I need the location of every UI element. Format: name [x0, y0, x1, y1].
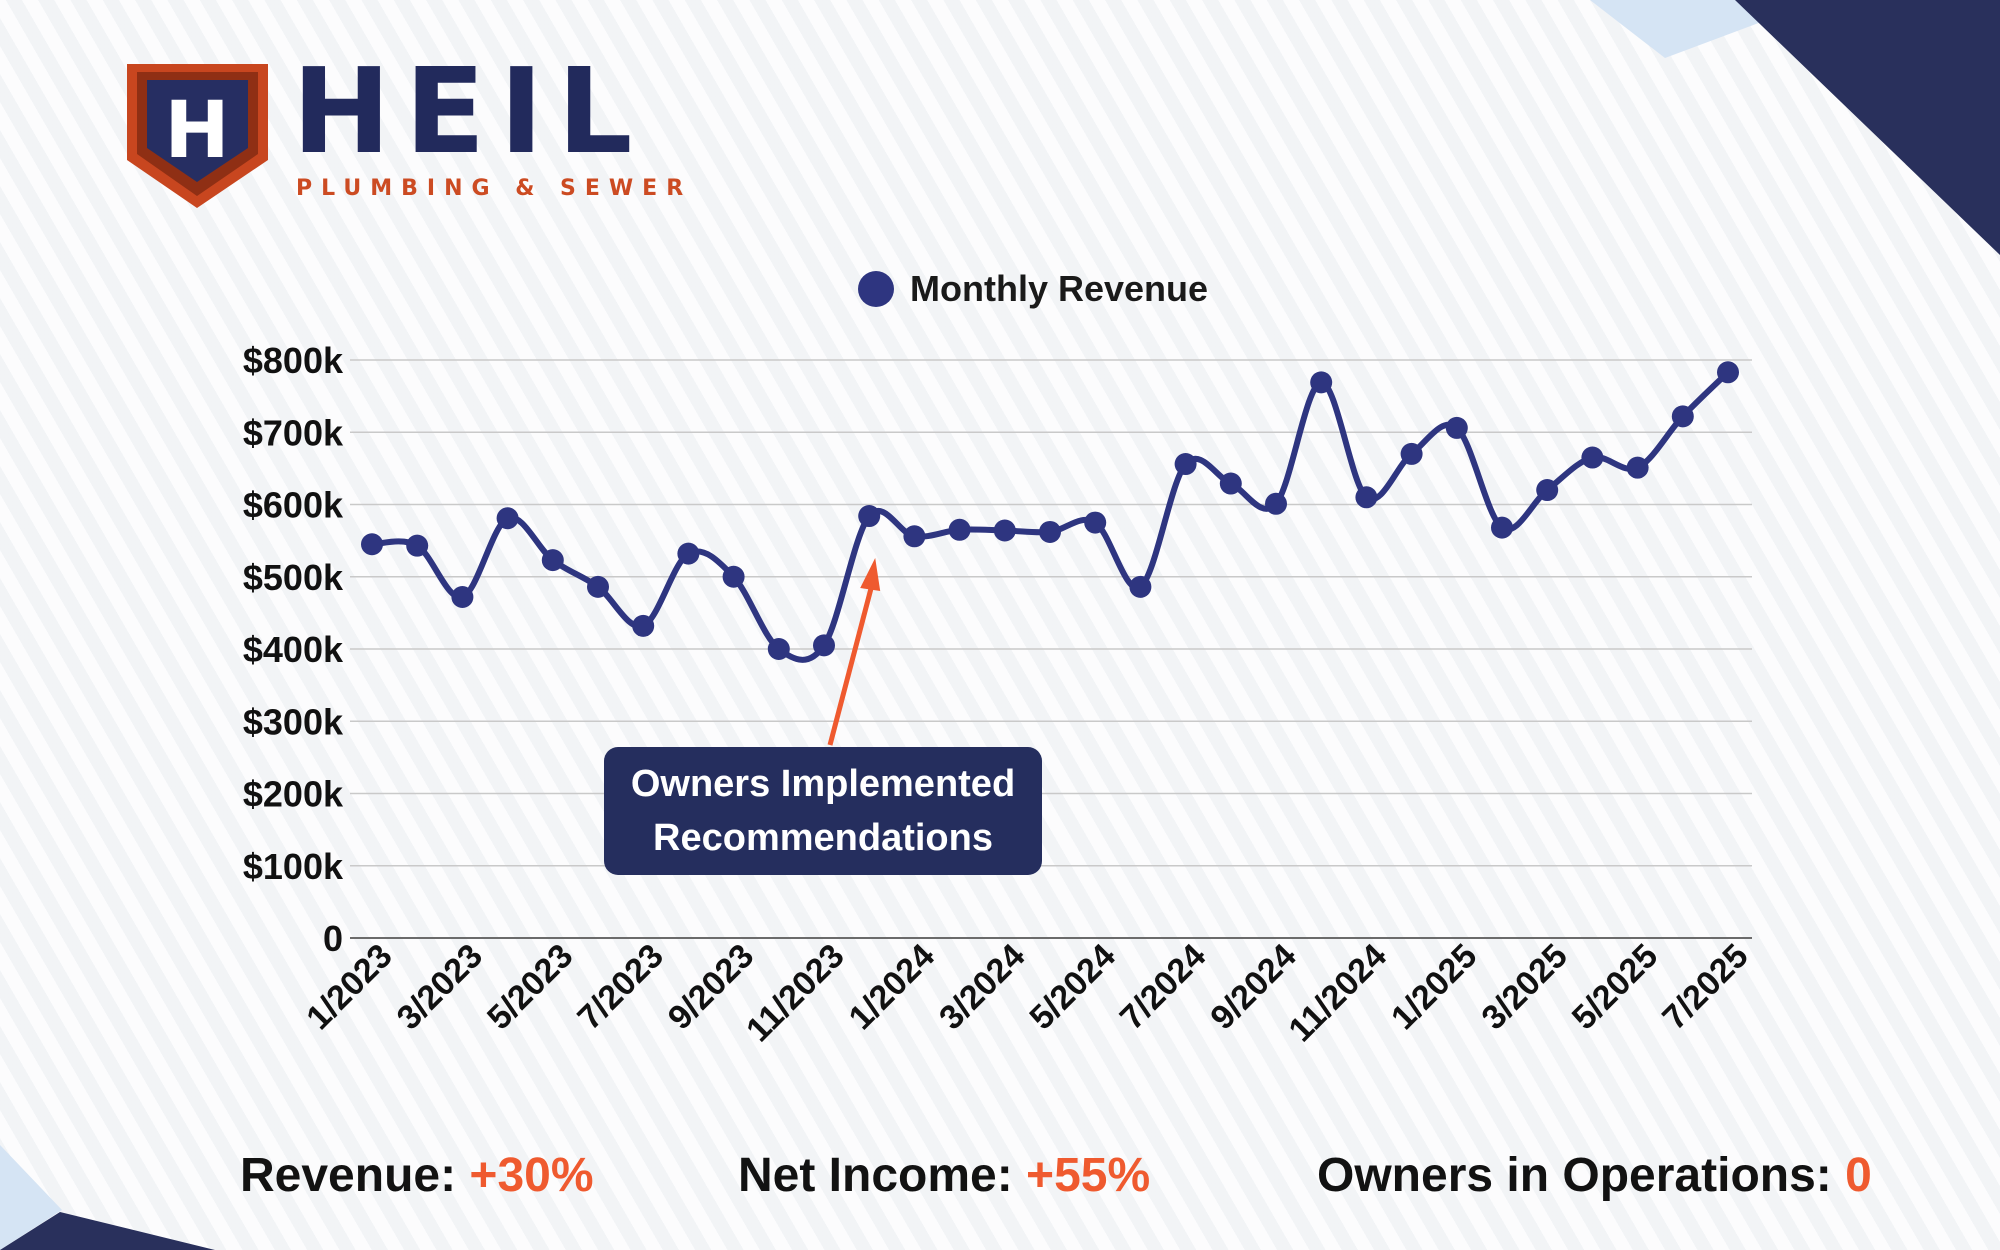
annotation-callout: Owners Implemented Recommendations	[604, 747, 1042, 875]
data-point	[813, 634, 835, 657]
stat-net-income: Net Income: +55%	[738, 1148, 1150, 1203]
data-point	[1445, 416, 1468, 439]
stat-revenue: Revenue: +30%	[240, 1148, 594, 1203]
x-tick-label: 5/2024	[1022, 937, 1122, 1037]
stat-owners-label: Owners in Operations:	[1317, 1149, 1846, 1202]
series-line-monthly-revenue	[371, 370, 1731, 663]
logo-letter: H	[164, 86, 229, 176]
y-tick-label: 0	[323, 918, 343, 959]
data-point	[1400, 442, 1423, 465]
data-point	[1084, 511, 1107, 534]
x-tick-label: 1/2024	[842, 937, 942, 1037]
y-tick-label: $300k	[243, 701, 344, 742]
stat-owners-value: 0	[1845, 1149, 1872, 1202]
x-tick-label: 1/2025	[1384, 937, 1484, 1037]
data-point	[632, 614, 655, 637]
data-point	[1039, 520, 1061, 543]
y-tick-label: $700k	[243, 412, 344, 453]
y-tick-label: $400k	[243, 629, 344, 670]
data-point	[1671, 405, 1694, 428]
data-point	[1174, 453, 1197, 476]
data-point	[677, 542, 700, 565]
data-point	[948, 518, 971, 541]
legend-label: Monthly Revenue	[910, 268, 1209, 309]
data-point	[1265, 492, 1287, 515]
brand-tagline: PLUMBING & SEWER	[296, 176, 693, 201]
x-tick-label: 3/2024	[932, 937, 1032, 1037]
stat-net-income-label: Net Income:	[738, 1149, 1027, 1202]
x-tick-label: 7/2025	[1655, 937, 1755, 1037]
data-point	[722, 565, 745, 588]
x-tick-label: 3/2025	[1474, 937, 1574, 1037]
x-tick-label: 11/2023	[739, 937, 851, 1049]
x-tick-label: 7/2023	[570, 937, 670, 1037]
x-tick-label: 1/2023	[299, 937, 399, 1037]
y-tick-label: $500k	[243, 557, 344, 598]
data-point	[1129, 575, 1152, 598]
y-tick-label: $100k	[243, 846, 344, 887]
data-point	[496, 507, 519, 530]
x-tick-label: 5/2025	[1565, 937, 1665, 1037]
data-point	[1717, 361, 1739, 384]
y-tick-label: $200k	[243, 774, 344, 815]
annotation-arrow-head	[860, 558, 881, 592]
stat-revenue-value: +30%	[469, 1149, 594, 1202]
stat-owners-in-operations: Owners in Operations: 0	[1317, 1148, 1872, 1203]
data-point	[1626, 456, 1649, 479]
data-point	[541, 549, 564, 572]
stat-revenue-label: Revenue:	[240, 1149, 470, 1202]
x-tick-label: 11/2024	[1282, 937, 1395, 1050]
data-point	[1491, 516, 1513, 539]
chart-legend: Monthly Revenue	[858, 268, 1208, 310]
data-point	[451, 585, 474, 608]
data-point	[903, 525, 926, 548]
data-point	[858, 505, 881, 528]
data-point	[1355, 486, 1378, 509]
brand-name: HEIL	[292, 42, 647, 180]
annotation-arrow-line	[827, 579, 876, 746]
data-point	[406, 534, 429, 557]
x-tick-label: 7/2024	[1113, 937, 1213, 1037]
x-tick-label: 3/2023	[390, 937, 490, 1037]
data-point	[361, 533, 383, 556]
y-tick-label: $600k	[243, 485, 344, 526]
data-point	[1219, 472, 1242, 495]
data-point	[587, 575, 609, 598]
data-point	[767, 638, 790, 660]
x-tick-label: 5/2023	[480, 937, 580, 1037]
annotation-line-1: Owners Implemented	[630, 763, 1016, 805]
y-tick-label: $800k	[243, 340, 344, 381]
legend-marker	[858, 271, 894, 307]
data-point	[1310, 371, 1333, 394]
brand-shield-logo: H	[127, 64, 268, 208]
data-point	[993, 519, 1016, 542]
data-point	[1536, 479, 1559, 502]
stat-net-income-value: +55%	[1026, 1149, 1151, 1202]
data-point	[1581, 446, 1604, 469]
annotation-line-2: Recommendations	[653, 817, 993, 859]
